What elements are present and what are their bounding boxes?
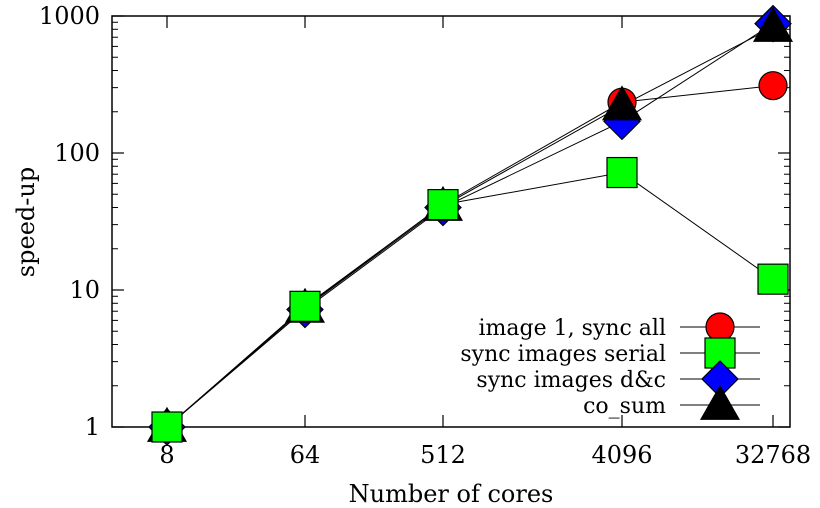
series-line-3	[166, 26, 774, 428]
data-point-square	[427, 189, 459, 221]
y-axis-label: speed-up	[12, 167, 40, 277]
x-tick-label: 512	[420, 441, 466, 469]
x-tick-label: 4096	[591, 441, 652, 469]
legend-label: co_sum	[583, 394, 666, 419]
plot-border	[111, 15, 791, 428]
x-axis-label: Number of cores	[349, 480, 554, 508]
legend-marker-triangle	[699, 384, 741, 420]
data-point-square	[151, 411, 183, 443]
x-tick-label: 8	[159, 441, 174, 469]
x-tick-label: 64	[290, 441, 321, 469]
x-tick-label: 32768	[735, 441, 811, 469]
series-line-1	[166, 172, 774, 428]
legend-marker-circle	[705, 312, 735, 342]
plot-frame-group	[111, 15, 791, 428]
data-point-square	[289, 290, 321, 322]
data-point-triangle	[601, 85, 643, 121]
y-tick-label: 1	[85, 413, 100, 441]
tick-group: 1 10 100 1000 8 64 512 4096 32768	[39, 2, 811, 469]
data-point-square	[606, 156, 638, 189]
y-tick-label: 100	[54, 139, 100, 167]
legend-label: sync images serial	[460, 342, 666, 367]
y-tick-label: 1000	[39, 2, 100, 30]
y-tick-label: 10	[69, 276, 100, 304]
data-point-triangle	[752, 6, 794, 42]
series-line-0	[166, 85, 774, 428]
data-point-square	[757, 263, 789, 295]
legend-label: image 1, sync all	[479, 316, 666, 341]
data-point-circle	[758, 71, 788, 101]
legend-label: sync images d&c	[476, 368, 666, 393]
series-markers-group	[146, 4, 794, 446]
